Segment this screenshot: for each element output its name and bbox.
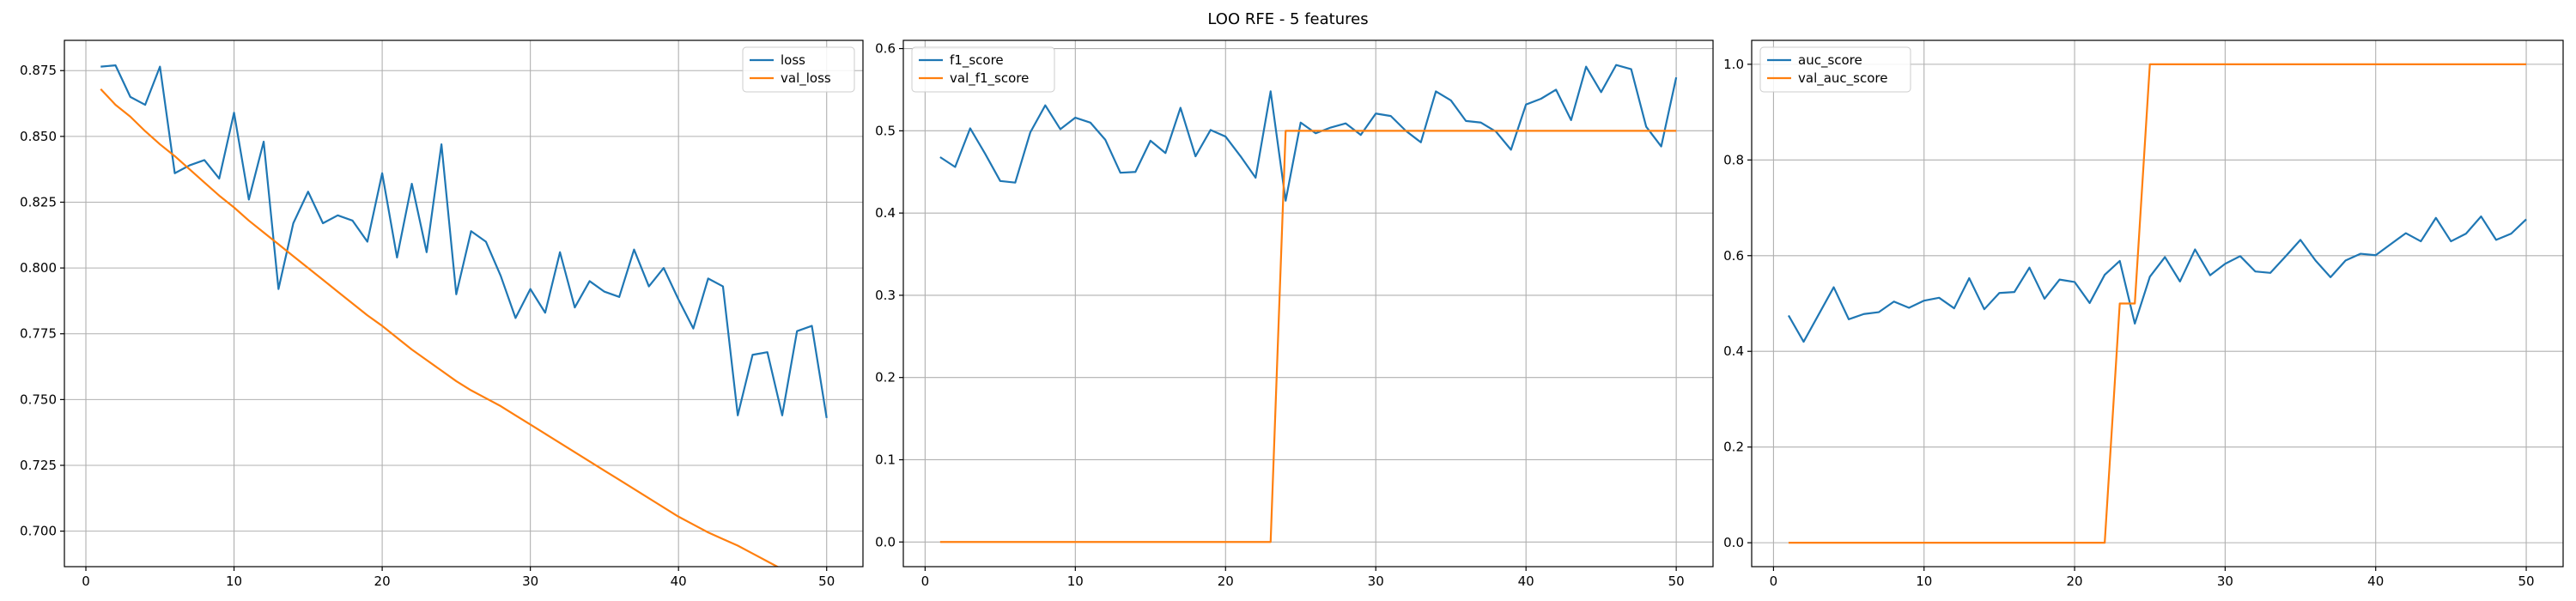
y-tick-label: 0.8 (1723, 152, 1744, 167)
legend-box (911, 46, 1055, 93)
legend-box (742, 46, 855, 93)
legend: loss val_loss (742, 46, 855, 93)
plot-area (903, 40, 1713, 567)
chart-panel-1: 0 10 20 30 40 50 0.700 0.725 0.750 0.775 0.800 0.82… (20, 39, 864, 589)
x-tick-label: 50 (818, 574, 835, 589)
chart-panels: 0 10 20 30 40 500.7000.7250.7500.7750.8000.82… (20, 39, 2564, 589)
x-tick-label: 40 (1518, 574, 1534, 589)
x-tick-label: 30 (522, 574, 538, 589)
x-tick-label: 0 (82, 574, 90, 589)
legend-label: val_auc_score (1798, 70, 1888, 87)
legend-box (1759, 46, 1911, 93)
y-tick-label: 0.825 (20, 194, 57, 209)
y-tick-label: 0.2 (1723, 440, 1744, 455)
x-tick-label: 0 (1770, 574, 1778, 589)
series-line-auc-score (1787, 215, 2527, 343)
y-tick-label: 0.4 (1723, 343, 1744, 359)
y-tick-label: 0.6 (1723, 248, 1744, 264)
y-tick-label: 1.0 (1723, 57, 1744, 72)
legend-label: auc_score (1798, 52, 1862, 69)
y-tick-label: 0.1 (875, 452, 896, 467)
y-tick-label: 0.0 (875, 534, 896, 549)
x-tick-label: 30 (1368, 574, 1384, 589)
x-tick-label: 20 (2067, 574, 2083, 589)
x-tick-label: 30 (2217, 574, 2233, 589)
x-tick-label: 10 (1067, 574, 1084, 589)
chart-panel-2: 0 10 20 30 40 50 0.0 0.1 0.2 0.3 0.4 0.5 0.6 f1_score… (875, 39, 1714, 589)
x-tick-label: 40 (671, 574, 687, 589)
axes-frame (64, 39, 864, 568)
x-tick-label: 10 (1916, 574, 1932, 589)
series-line-f1-score (939, 64, 1678, 202)
axes-frame (1751, 39, 2564, 568)
legend-label: f1_score (950, 52, 1004, 69)
chart-panel-3: 0 10 20 30 40 50 0.0 0.2 0.4 0.6 0.8 1.0 auc_scoreva… (1723, 39, 2564, 589)
y-tick-label: 0.6 (875, 41, 896, 57)
y-tick-label: 0.850 (20, 129, 57, 144)
y-tick-label: 0.725 (20, 458, 57, 473)
legend-label: loss (781, 52, 805, 68)
x-tick-label: 20 (374, 574, 391, 589)
plot-area (1752, 40, 2563, 567)
series-line-loss (100, 64, 828, 419)
y-tick-label: 0.4 (875, 205, 896, 221)
plot-area (64, 40, 863, 567)
y-tick-label: 0.700 (20, 524, 57, 539)
figure-title: LOO RFE - 5 features (1207, 10, 1368, 28)
axes-frame (902, 39, 1714, 568)
y-tick-label: 0.3 (875, 288, 896, 303)
y-tick-label: 0.875 (20, 63, 57, 78)
y-tick-label: 0.5 (875, 123, 896, 138)
series-line-val-f1-score (939, 130, 1677, 543)
x-tick-label: 10 (226, 574, 242, 589)
series-line-val-loss (100, 88, 780, 567)
y-tick-label: 0.800 (20, 260, 57, 276)
y-tick-label: 0.750 (20, 392, 57, 407)
legend-label: val_loss (781, 70, 831, 87)
x-tick-label: 50 (1668, 574, 1685, 589)
y-tick-label: 0.0 (1723, 535, 1744, 550)
x-tick-label: 50 (2518, 574, 2534, 589)
y-tick-label: 0.775 (20, 326, 57, 342)
x-tick-label: 20 (1218, 574, 1234, 589)
x-tick-label: 0 (921, 574, 930, 589)
x-tick-label: 40 (2367, 574, 2384, 589)
y-tick-label: 0.2 (875, 370, 896, 385)
legend-label: val_f1_score (950, 70, 1029, 87)
series-line-val-auc-score (1788, 63, 2527, 544)
